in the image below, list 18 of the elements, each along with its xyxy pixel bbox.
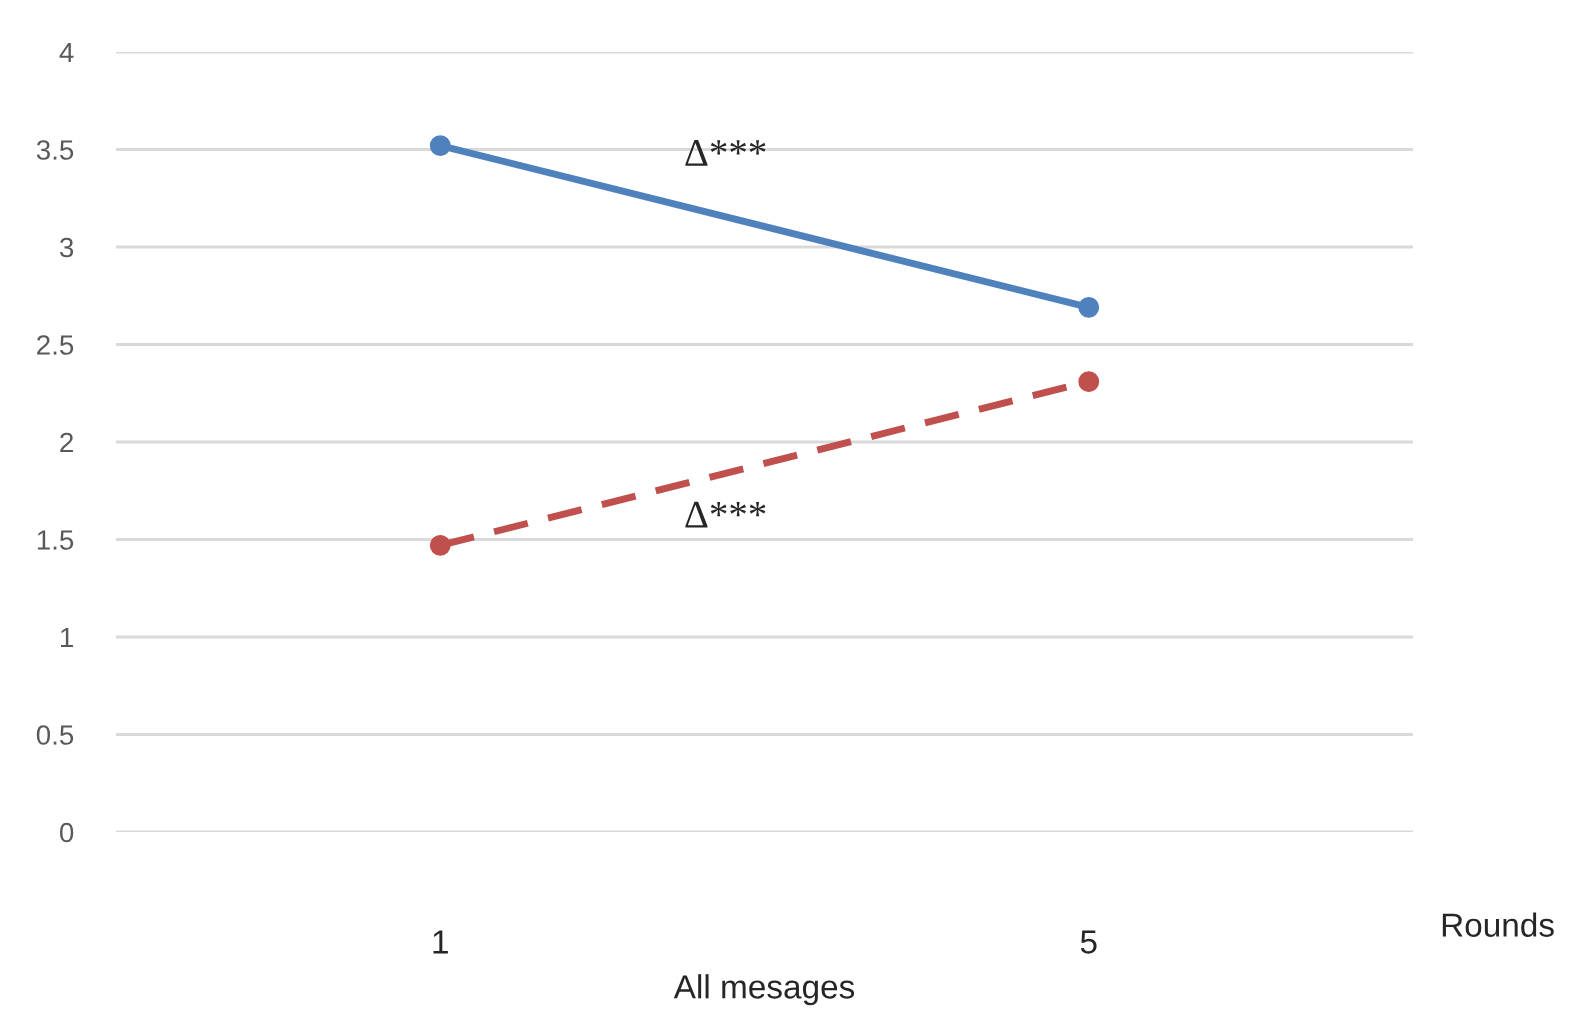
y-tick-label: 2 bbox=[60, 432, 73, 453]
y-tick-label: 4 bbox=[59, 42, 74, 63]
y-tick-label: 0 bbox=[59, 822, 74, 843]
y-tick-label: 0.5 bbox=[36, 725, 74, 745]
x-tick-label: 5 bbox=[1080, 930, 1097, 954]
point bbox=[1078, 297, 1100, 318]
y-tick-label: 2.5 bbox=[37, 335, 74, 355]
text: Rounds bbox=[1442, 912, 1554, 937]
y-tick-label: 1.5 bbox=[37, 530, 74, 550]
point bbox=[429, 534, 451, 556]
point bbox=[429, 135, 451, 157]
x-axis-title: All mesages bbox=[673, 974, 855, 1006]
y-tick-label: 3 bbox=[59, 237, 74, 258]
point bbox=[1078, 371, 1100, 392]
y-tick-label: 3.5 bbox=[36, 140, 74, 160]
annotation: Δ*** bbox=[685, 501, 766, 528]
annotation: Δ*** bbox=[685, 140, 766, 166]
y-tick-label: 1 bbox=[61, 627, 73, 648]
